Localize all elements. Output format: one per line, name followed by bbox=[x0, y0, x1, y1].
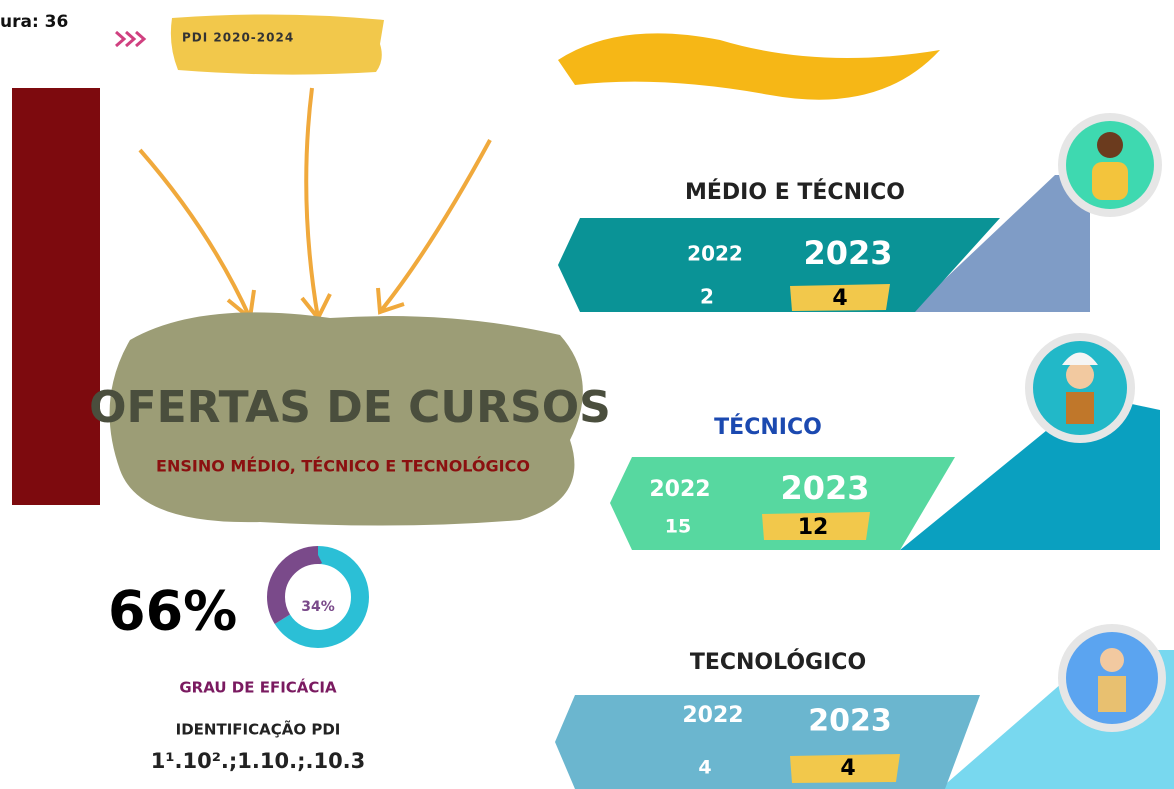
main-title: OFERTAS DE CURSOS bbox=[89, 382, 611, 433]
value: 4 bbox=[840, 756, 855, 781]
year: 2022 bbox=[682, 703, 743, 728]
swoosh bbox=[558, 33, 940, 100]
card-band bbox=[610, 457, 955, 550]
value: 2 bbox=[700, 285, 714, 309]
main-subtitle: ENSINO MÉDIO, TÉCNICO E TECNOLÓGICO bbox=[156, 457, 530, 476]
icon-body bbox=[1098, 676, 1126, 712]
icon-head bbox=[1097, 132, 1123, 158]
id-label: IDENTIFICAÇÃO PDI bbox=[176, 720, 341, 739]
value: 4 bbox=[832, 286, 847, 311]
efficacy-main: 66% bbox=[108, 580, 237, 643]
value: 15 bbox=[665, 516, 691, 538]
value: 12 bbox=[798, 515, 829, 540]
card-band bbox=[558, 218, 1000, 312]
donut bbox=[267, 546, 369, 648]
tag: PDI 2020-2024 bbox=[182, 31, 294, 45]
arrows bbox=[138, 87, 492, 322]
year: 2023 bbox=[780, 469, 869, 507]
year: 2023 bbox=[803, 234, 892, 272]
id-code: 1¹.10².;1.10.;.10.3 bbox=[151, 749, 366, 773]
card-title: MÉDIO E TÉCNICO bbox=[685, 179, 905, 205]
card-stripe bbox=[910, 175, 1090, 312]
chevrons bbox=[115, 30, 147, 48]
icon-body bbox=[1092, 162, 1128, 200]
title-blob bbox=[109, 312, 583, 526]
year: 2023 bbox=[808, 704, 892, 739]
card-title: TECNOLÓGICO bbox=[690, 649, 866, 675]
value-brush bbox=[790, 284, 890, 311]
value-brush bbox=[762, 512, 870, 540]
icon-helmet bbox=[1062, 352, 1098, 365]
side-bar bbox=[12, 88, 100, 505]
value: 4 bbox=[698, 757, 711, 779]
year: 2022 bbox=[649, 477, 710, 502]
card-title: TÉCNICO bbox=[714, 414, 822, 440]
icon-head bbox=[1066, 361, 1094, 389]
icon-head bbox=[1100, 648, 1124, 672]
value-brush bbox=[790, 754, 900, 783]
icon-body bbox=[1066, 392, 1094, 424]
donut-segment bbox=[267, 546, 369, 648]
efficacy-label: GRAU DE EFICÁCIA bbox=[179, 678, 337, 697]
tag-brush bbox=[170, 14, 384, 75]
efficacy-rest: 34% bbox=[301, 599, 335, 615]
card-band bbox=[555, 695, 980, 789]
year: 2022 bbox=[687, 242, 743, 266]
figure-label: ura: 36 bbox=[0, 12, 68, 32]
